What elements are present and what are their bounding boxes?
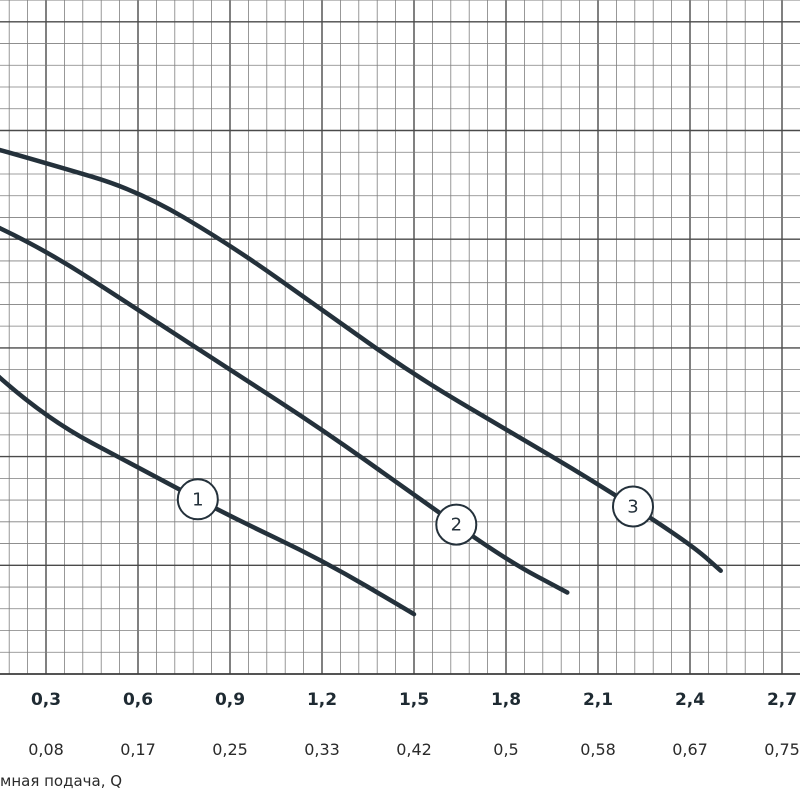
x-axis-secondary-ticks: 0,08 0,17 0,25 0,33 0,42 0,5 0,58 0,67 0,75: [28, 740, 800, 759]
x-tick-label-secondary: 0,67: [672, 740, 708, 759]
series-marker-circle: [176, 478, 219, 521]
series-marker-label: 3: [627, 497, 638, 518]
x-tick-label-primary: 0,6: [123, 690, 153, 710]
series-marker-3: 3: [612, 485, 654, 528]
x-axis-primary-ticks: 0,3 0,6 0,9 1,2 1,5 1,8 2,1 2,4 2,7: [31, 690, 797, 710]
chart-grid: [0, 0, 800, 675]
x-tick-label-secondary: 0,5: [493, 740, 518, 759]
x-tick-label-primary: 1,8: [491, 690, 521, 710]
x-tick-label-primary: 1,2: [307, 690, 337, 710]
x-tick-label-secondary: 0,17: [120, 740, 156, 759]
series-marker-circle: [612, 485, 654, 528]
x-tick-label-secondary: 0,08: [28, 740, 64, 759]
series-marker-label: 2: [451, 515, 462, 536]
series-marker-circle: [435, 503, 478, 546]
series-line-1: [0, 374, 417, 617]
x-tick-label-primary: 0,3: [31, 690, 61, 710]
series-marker-label: 1: [192, 489, 203, 510]
series-marker-2: 2: [435, 503, 478, 546]
x-axis-label: мная подача, Q: [0, 772, 122, 790]
x-tick-label-secondary: 0,33: [304, 740, 340, 759]
x-tick-label-secondary: 0,25: [212, 740, 248, 759]
x-tick-label-primary: 2,1: [583, 690, 613, 710]
series-marker-1: 1: [176, 478, 219, 521]
x-tick-label-secondary: 0,42: [396, 740, 432, 759]
x-tick-label-primary: 2,4: [675, 690, 705, 710]
x-tick-label-secondary: 0,58: [580, 740, 616, 759]
x-tick-label-primary: 0,9: [215, 690, 245, 710]
x-tick-label-secondary: 0,75: [764, 740, 800, 759]
x-tick-label-primary: 2,7: [767, 690, 797, 710]
x-tick-label-primary: 1,5: [399, 690, 429, 710]
series-line-2: [0, 225, 570, 595]
series-markers: 1 2 3: [176, 478, 654, 546]
